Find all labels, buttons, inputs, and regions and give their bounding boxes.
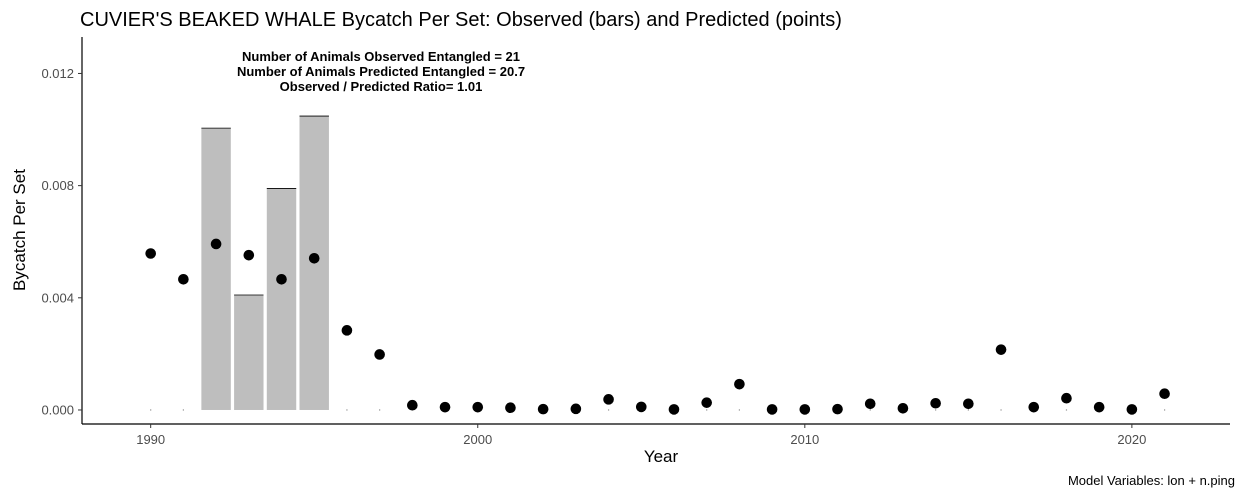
predicted-point <box>963 398 974 410</box>
x-axis-title: Year <box>644 447 679 466</box>
predicted-point <box>276 273 287 285</box>
x-tick-label: 2010 <box>790 432 819 447</box>
predicted-point <box>897 402 909 414</box>
predicted-point <box>407 399 418 411</box>
predicted-point <box>1159 388 1170 400</box>
y-axis-title: Bycatch Per Set <box>10 169 29 291</box>
bar <box>266 188 297 410</box>
x-tick-label: 1990 <box>136 432 165 447</box>
model-caption: Model Variables: lon + n.ping <box>1068 473 1235 488</box>
predicted-point <box>374 349 385 360</box>
predicted-point <box>1093 401 1105 413</box>
predicted-point <box>243 249 255 261</box>
predicted-point <box>1061 392 1072 404</box>
point-series <box>145 238 1170 415</box>
annotation-ratio: Observed / Predicted Ratio= 1.01 <box>280 79 483 94</box>
predicted-point <box>995 344 1007 355</box>
predicted-point <box>766 404 778 415</box>
predicted-point <box>210 238 222 250</box>
chart-title: CUVIER'S BEAKED WHALE Bycatch Per Set: O… <box>80 9 842 31</box>
predicted-point <box>864 398 876 410</box>
predicted-point <box>1126 404 1138 415</box>
predicted-point <box>701 397 712 408</box>
predicted-point <box>145 248 156 259</box>
x-tick-label: 2000 <box>463 432 492 447</box>
x-axis-ticks: 1990 2000 2010 2020 <box>136 424 1146 447</box>
y-tick-label: 0.012 <box>41 66 74 81</box>
predicted-point <box>635 401 647 413</box>
predicted-point <box>472 401 484 413</box>
predicted-point <box>799 404 811 415</box>
y-tick-label: 0.000 <box>41 402 74 417</box>
predicted-point <box>308 252 320 264</box>
bar <box>201 128 231 410</box>
bar <box>234 295 264 410</box>
annotation-predicted: Number of Animals Predicted Entangled = … <box>237 64 525 79</box>
x-tick-label: 2020 <box>1117 432 1146 447</box>
axes <box>81 37 1230 425</box>
annotation-block: Number of Animals Observed Entangled = 2… <box>237 49 525 94</box>
y-tick-label: 0.004 <box>41 290 74 305</box>
predicted-point <box>603 394 614 405</box>
predicted-point <box>439 401 451 413</box>
predicted-point <box>178 273 189 285</box>
predicted-point <box>734 378 745 390</box>
annotation-observed: Number of Animals Observed Entangled = 2… <box>242 49 520 64</box>
predicted-point <box>537 403 549 415</box>
bar-series <box>150 115 1166 411</box>
predicted-point <box>930 397 941 409</box>
predicted-point <box>570 403 582 415</box>
y-tick-label: 0.008 <box>41 178 74 193</box>
predicted-point <box>832 403 843 415</box>
predicted-point <box>668 404 680 415</box>
y-axis-ticks: 0.000 0.004 0.008 0.012 <box>41 66 82 417</box>
predicted-point <box>1028 401 1040 413</box>
predicted-point <box>341 325 353 336</box>
predicted-point <box>505 402 516 414</box>
